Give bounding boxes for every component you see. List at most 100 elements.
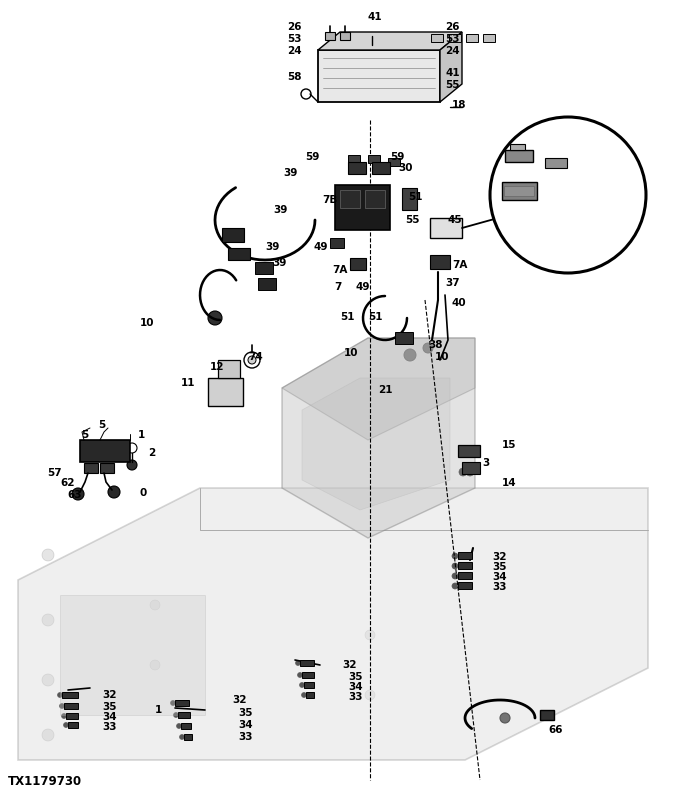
Circle shape bbox=[42, 729, 54, 741]
Bar bbox=[395, 332, 413, 344]
Circle shape bbox=[466, 468, 474, 476]
Bar bbox=[100, 463, 114, 473]
Text: 39: 39 bbox=[272, 258, 286, 268]
Circle shape bbox=[42, 614, 54, 626]
Text: 5: 5 bbox=[98, 420, 105, 430]
Bar bbox=[348, 155, 360, 163]
Text: 7: 7 bbox=[335, 282, 342, 292]
Polygon shape bbox=[440, 32, 462, 102]
Bar bbox=[302, 672, 314, 678]
Circle shape bbox=[208, 311, 222, 325]
Circle shape bbox=[490, 117, 646, 273]
Circle shape bbox=[459, 468, 467, 476]
Text: 34: 34 bbox=[238, 720, 253, 730]
Text: 39: 39 bbox=[283, 168, 298, 178]
Text: 49: 49 bbox=[355, 282, 370, 292]
Circle shape bbox=[300, 682, 305, 688]
Circle shape bbox=[42, 674, 54, 686]
Circle shape bbox=[244, 352, 260, 368]
Text: 14: 14 bbox=[502, 478, 516, 488]
Bar bbox=[502, 182, 537, 200]
Text: 7C,7D,7E: 7C,7D,7E bbox=[548, 145, 602, 155]
Text: 59: 59 bbox=[390, 152, 404, 162]
Text: 5: 5 bbox=[81, 430, 88, 440]
Text: 30: 30 bbox=[398, 163, 413, 173]
Bar bbox=[181, 723, 191, 729]
Circle shape bbox=[452, 573, 458, 579]
Bar bbox=[458, 445, 480, 457]
Text: 10: 10 bbox=[435, 352, 449, 362]
Circle shape bbox=[296, 661, 301, 665]
Text: 53: 53 bbox=[445, 34, 460, 44]
Bar bbox=[258, 278, 276, 290]
Polygon shape bbox=[18, 488, 648, 760]
Circle shape bbox=[176, 724, 182, 728]
Text: 49: 49 bbox=[313, 242, 328, 252]
Circle shape bbox=[42, 549, 54, 561]
Bar bbox=[483, 34, 495, 42]
Circle shape bbox=[171, 700, 176, 705]
Bar bbox=[458, 552, 472, 559]
Text: 51: 51 bbox=[408, 192, 423, 202]
Bar bbox=[545, 158, 567, 168]
Bar bbox=[178, 712, 190, 718]
Bar bbox=[540, 710, 554, 720]
Text: 40: 40 bbox=[452, 298, 466, 308]
Polygon shape bbox=[340, 32, 350, 40]
Bar bbox=[64, 703, 78, 709]
Circle shape bbox=[301, 693, 307, 697]
Text: 32: 32 bbox=[342, 660, 357, 670]
Text: 55: 55 bbox=[405, 215, 419, 225]
Text: 11: 11 bbox=[180, 378, 195, 388]
Bar bbox=[458, 572, 472, 579]
Bar bbox=[388, 158, 400, 166]
Text: 39: 39 bbox=[265, 242, 279, 252]
Circle shape bbox=[452, 583, 458, 589]
Bar bbox=[466, 34, 478, 42]
Text: 7G: 7G bbox=[498, 180, 514, 190]
Bar bbox=[255, 262, 273, 274]
Text: 57: 57 bbox=[47, 468, 62, 478]
Text: 10: 10 bbox=[344, 348, 358, 358]
Text: 0: 0 bbox=[140, 488, 148, 498]
Circle shape bbox=[500, 713, 510, 723]
Text: 33: 33 bbox=[102, 722, 117, 732]
Circle shape bbox=[298, 673, 303, 677]
Polygon shape bbox=[282, 338, 475, 440]
Bar bbox=[462, 462, 480, 474]
Text: 15: 15 bbox=[502, 440, 516, 450]
Circle shape bbox=[365, 630, 375, 640]
Bar bbox=[66, 713, 78, 719]
Text: 51: 51 bbox=[368, 312, 382, 322]
Text: 45: 45 bbox=[448, 215, 462, 225]
Text: 35: 35 bbox=[238, 708, 253, 718]
Circle shape bbox=[61, 713, 66, 719]
Text: 24: 24 bbox=[288, 46, 302, 56]
Text: 12: 12 bbox=[210, 362, 225, 372]
Text: 7B: 7B bbox=[322, 195, 338, 205]
Text: 10: 10 bbox=[140, 318, 154, 328]
Text: TX1179730: TX1179730 bbox=[8, 775, 82, 788]
Text: 35: 35 bbox=[348, 672, 363, 682]
Text: 34: 34 bbox=[348, 682, 363, 692]
Circle shape bbox=[64, 723, 68, 728]
Text: 34: 34 bbox=[492, 572, 507, 582]
Text: 32: 32 bbox=[492, 552, 507, 562]
Bar bbox=[335, 185, 390, 230]
Bar bbox=[304, 682, 314, 688]
Circle shape bbox=[423, 343, 433, 353]
Circle shape bbox=[108, 486, 120, 498]
Bar bbox=[228, 248, 250, 260]
Bar bbox=[372, 162, 390, 174]
Circle shape bbox=[452, 563, 458, 569]
Bar bbox=[330, 238, 344, 248]
Text: 7A: 7A bbox=[333, 265, 348, 275]
Text: 35: 35 bbox=[102, 702, 117, 712]
Polygon shape bbox=[318, 32, 462, 50]
Bar bbox=[184, 734, 192, 740]
Text: 32: 32 bbox=[102, 690, 117, 700]
Text: 3: 3 bbox=[482, 458, 489, 468]
Text: 58: 58 bbox=[288, 72, 302, 82]
Bar bbox=[318, 50, 440, 102]
Text: 7F: 7F bbox=[550, 200, 565, 210]
